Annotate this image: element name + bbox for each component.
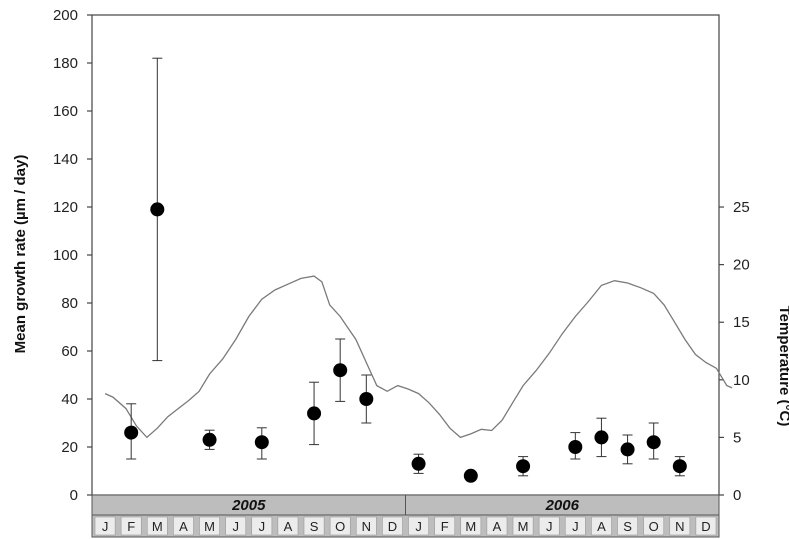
y2-tick-label: 0 bbox=[733, 487, 741, 504]
month-cell bbox=[512, 516, 534, 536]
growth-point bbox=[150, 202, 165, 217]
month-band bbox=[91, 514, 720, 538]
month-label: M bbox=[465, 519, 476, 534]
month-cell bbox=[277, 516, 299, 536]
month-label: N bbox=[362, 519, 371, 534]
month-cell bbox=[120, 516, 142, 536]
y-axis-title: Mean growth rate (µm / day) bbox=[12, 155, 29, 354]
month-label: J bbox=[102, 519, 109, 534]
growth-point bbox=[333, 363, 348, 378]
month-cell bbox=[94, 516, 116, 536]
growth-point bbox=[202, 432, 217, 447]
growth-point bbox=[254, 435, 269, 450]
month-cell bbox=[199, 516, 220, 536]
month-label: F bbox=[441, 519, 449, 534]
month-label: O bbox=[335, 519, 345, 534]
month-label: D bbox=[388, 519, 397, 534]
y-tick-label: 80 bbox=[61, 295, 78, 312]
y-tick-label: 100 bbox=[53, 247, 78, 264]
month-label: M bbox=[152, 519, 163, 534]
temperature-line bbox=[104, 275, 733, 439]
month-label: A bbox=[597, 519, 606, 534]
month-label: A bbox=[493, 519, 502, 534]
month-cell bbox=[695, 516, 717, 536]
month-cell bbox=[225, 516, 247, 536]
month-cell bbox=[146, 516, 168, 536]
month-label: J bbox=[572, 519, 579, 534]
growth-point bbox=[124, 425, 139, 440]
month-cell bbox=[669, 516, 691, 536]
y-tick-label: 140 bbox=[53, 151, 78, 168]
month-cell bbox=[643, 516, 665, 536]
growth-point bbox=[411, 456, 426, 471]
y-tick-label: 20 bbox=[61, 439, 78, 456]
month-cell bbox=[173, 516, 194, 536]
month-label: S bbox=[310, 519, 319, 534]
month-label: J bbox=[232, 519, 239, 534]
month-cell bbox=[591, 516, 612, 536]
y2-axis-title: Temperature (°C) bbox=[776, 306, 789, 427]
month-label: M bbox=[204, 519, 215, 534]
month-label: A bbox=[284, 519, 293, 534]
month-cell bbox=[564, 516, 586, 536]
month-cell bbox=[251, 516, 273, 536]
y-tick-label: 160 bbox=[53, 103, 78, 120]
month-label: J bbox=[415, 519, 422, 534]
month-label: D bbox=[701, 519, 710, 534]
y2-tick-label: 10 bbox=[733, 372, 750, 389]
month-cell bbox=[382, 516, 403, 536]
month-cell bbox=[486, 516, 508, 536]
month-cell bbox=[329, 516, 351, 536]
month-label: N bbox=[675, 519, 684, 534]
growth-point bbox=[568, 440, 583, 454]
year-label: 2006 bbox=[545, 497, 580, 514]
y2-tick-label: 15 bbox=[733, 314, 750, 331]
year-label: 2005 bbox=[231, 497, 266, 514]
y2-tick-label: 5 bbox=[733, 429, 741, 446]
month-cell bbox=[408, 516, 429, 536]
month-label: F bbox=[127, 519, 135, 534]
y2-tick-label: 25 bbox=[733, 199, 750, 216]
month-cell bbox=[434, 516, 456, 536]
growth-point bbox=[307, 406, 322, 421]
y2-tick-label: 20 bbox=[733, 257, 750, 274]
month-cell bbox=[538, 516, 560, 536]
growth-point bbox=[516, 459, 531, 474]
month-label: A bbox=[179, 519, 188, 534]
plot-frame bbox=[91, 14, 720, 496]
y-tick-label: 120 bbox=[53, 199, 78, 216]
month-label: J bbox=[546, 519, 553, 534]
y-tick-label: 200 bbox=[53, 7, 78, 24]
month-cell bbox=[355, 516, 377, 536]
month-cell bbox=[617, 516, 638, 536]
month-label: J bbox=[259, 519, 266, 534]
month-label: S bbox=[623, 519, 632, 534]
growth-point bbox=[646, 435, 661, 450]
y-tick-label: 40 bbox=[61, 391, 78, 408]
growth-point bbox=[672, 459, 687, 474]
month-label: O bbox=[649, 519, 659, 534]
month-cell bbox=[303, 516, 325, 536]
y-tick-label: 60 bbox=[61, 343, 78, 360]
growth-point bbox=[620, 442, 635, 457]
growth-point bbox=[594, 430, 609, 445]
y-tick-label: 0 bbox=[70, 487, 78, 504]
y-tick-label: 180 bbox=[53, 55, 78, 72]
growth-point bbox=[463, 468, 478, 483]
month-cell bbox=[460, 516, 482, 536]
growth-point bbox=[359, 392, 374, 406]
month-label: M bbox=[518, 519, 529, 534]
plot-area: 0 20 40 60 80 100 120 140 160 180 200 0 5 10 15 20 25 200… bbox=[53, 7, 750, 538]
